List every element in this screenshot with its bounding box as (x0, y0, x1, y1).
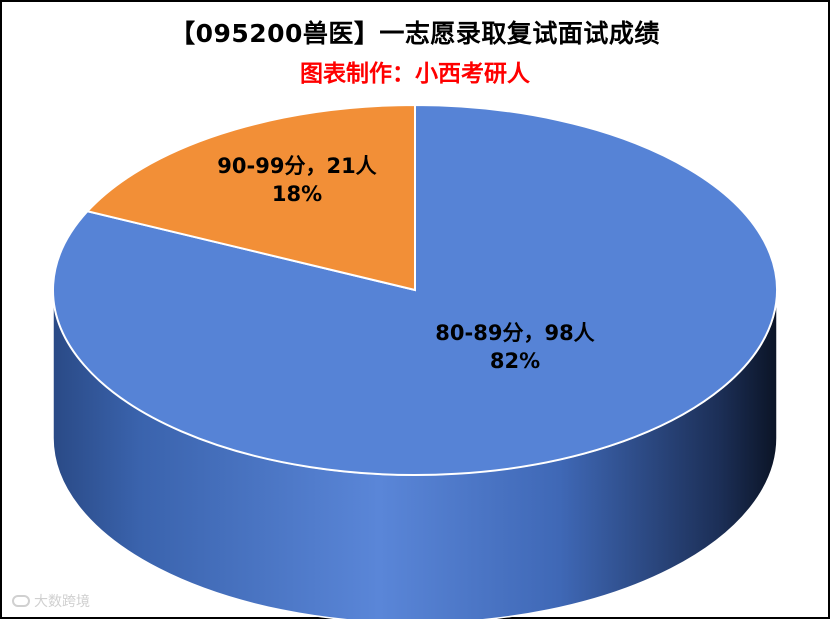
pie-slices (52, 103, 778, 476)
pie-slice-1-percent-label: 82% (490, 349, 540, 373)
pie-slice-1-count-label: 80-89分，98人 (435, 321, 594, 345)
pie-labels: 80-89分，98人 82% 90-99分，21人 18% (217, 154, 594, 373)
chart-subtitle: 图表制作：小西考研人 (300, 61, 530, 87)
watermark-text: 大数跨境 (34, 594, 90, 610)
pie-slice-2-percent-label: 18% (272, 182, 322, 206)
chart-title: 【095200兽医】一志愿录取复试面试成绩 (170, 19, 660, 48)
pie-slice-2 (85, 103, 416, 292)
watermark-logo-icon (12, 595, 30, 607)
watermark: 大数跨境 (12, 591, 90, 611)
pie-slice-2-count-label: 90-99分，21人 (217, 154, 376, 178)
